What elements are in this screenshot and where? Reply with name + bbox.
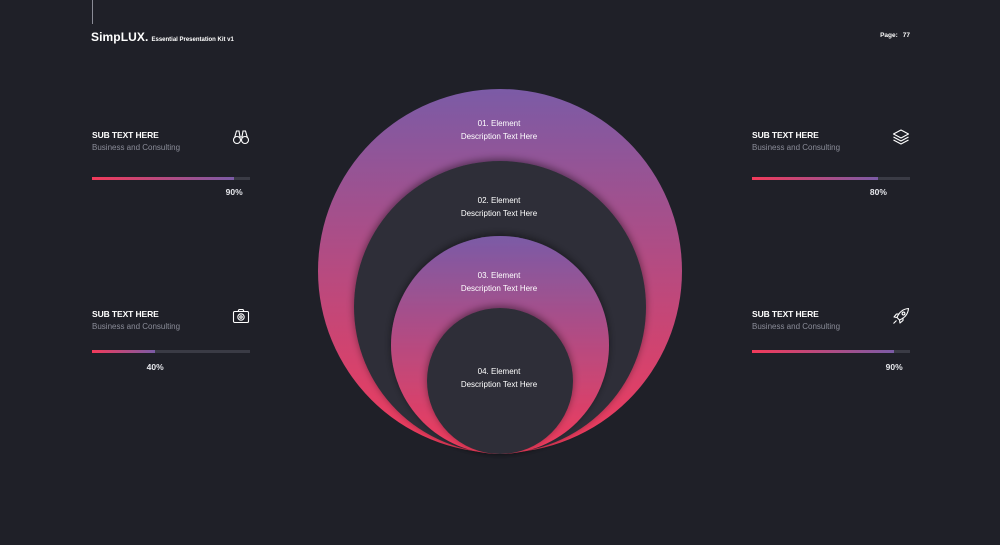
camera-icon: [232, 308, 250, 324]
brand: SimpLUX. Essential Presentation Kit v1: [91, 30, 234, 44]
element-description: Description Text Here: [460, 132, 538, 141]
element-label-1: 01. Element Description Text Here: [419, 117, 579, 143]
progress-track: [752, 177, 910, 180]
element-label-2: 02. Element Description Text Here: [419, 194, 579, 220]
progress-fill: [752, 177, 879, 180]
page-number: 77: [902, 32, 910, 39]
layers-icon: [892, 129, 910, 145]
page-label: Page:: [880, 32, 898, 39]
brand-name: SimpLUX.: [91, 30, 149, 44]
stat-subtitle: Business and Consulting: [752, 322, 841, 331]
stat-title: SUB TEXT HERE: [752, 130, 819, 140]
stat-block-4: SUB TEXT HERE Business and Consulting 90…: [752, 307, 910, 372]
element-title: 03. Element: [477, 271, 521, 280]
element-description: Description Text Here: [460, 380, 538, 389]
stat-percent: 80%: [869, 187, 887, 197]
page-indicator: Page: 77: [880, 32, 910, 39]
element-title: 04. Element: [477, 367, 521, 376]
element-description: Description Text Here: [460, 209, 538, 218]
progress-track: [92, 350, 250, 353]
element-label-4: 04. Element Description Text Here: [419, 365, 579, 391]
stat-title: SUB TEXT HERE: [92, 309, 159, 319]
element-label-3: 03. Element Description Text Here: [419, 269, 579, 295]
progress-fill: [752, 350, 895, 353]
stat-title: SUB TEXT HERE: [92, 130, 159, 140]
rocket-icon: [893, 307, 910, 324]
progress-track: [752, 350, 910, 353]
stat-subtitle: Business and Consulting: [92, 143, 181, 152]
element-description: Description Text Here: [460, 284, 538, 293]
stat-subtitle: Business and Consulting: [752, 143, 841, 152]
binoculars-icon: [232, 130, 250, 145]
progress-fill: [92, 177, 235, 180]
stat-title: SUB TEXT HERE: [752, 309, 819, 319]
stat-percent: 90%: [885, 362, 903, 372]
stat-block-1: SUB TEXT HERE Business and Consulting 90…: [92, 130, 250, 197]
header-divider-line: [92, 0, 93, 24]
stat-block-2: SUB TEXT HERE Business and Consulting 40…: [92, 308, 250, 372]
circle-element-4: [427, 308, 573, 454]
element-title: 02. Element: [477, 196, 521, 205]
stat-percent: 90%: [225, 187, 243, 197]
stat-subtitle: Business and Consulting: [92, 322, 181, 331]
progress-fill: [92, 350, 156, 353]
progress-track: [92, 177, 250, 180]
element-title: 01. Element: [477, 119, 521, 128]
stat-block-3: SUB TEXT HERE Business and Consulting 80…: [752, 129, 910, 197]
stat-percent: 40%: [146, 362, 164, 372]
brand-subtitle: Essential Presentation Kit v1: [151, 37, 234, 43]
